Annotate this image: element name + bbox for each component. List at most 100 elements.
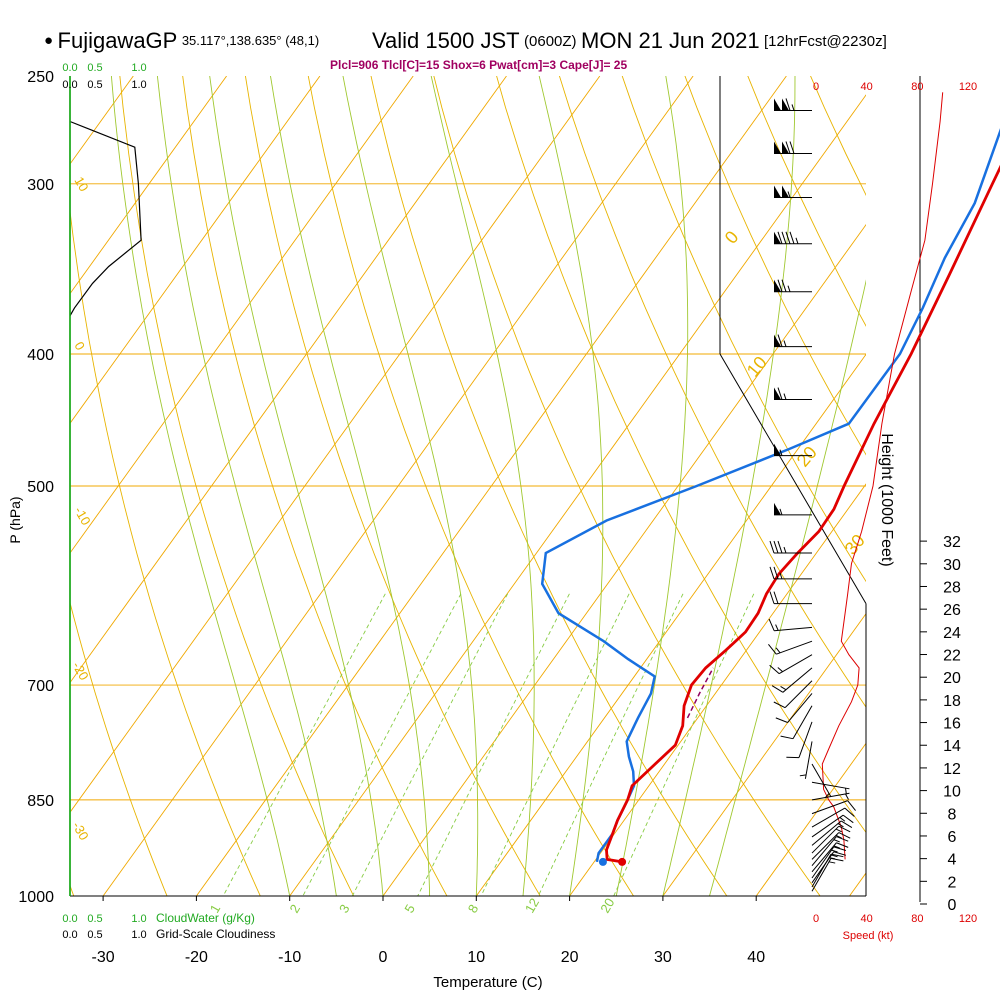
cloudiness-tick-top: 1.0	[131, 79, 146, 91]
dry-adiabat-line	[684, 76, 866, 456]
height-tick-label: 32	[943, 534, 961, 551]
wind-barb-half-flag	[787, 285, 791, 292]
temperature-tick-label: 10	[467, 949, 485, 966]
wind-barb-flag	[847, 800, 856, 811]
surface-temperature-point	[618, 857, 627, 866]
mixing-ratio-lines	[222, 593, 755, 896]
cloudiness-tick-bottom: 0.0	[62, 929, 77, 941]
wind-barb-flag	[842, 814, 854, 824]
pressure-tick-label: 500	[27, 479, 54, 496]
sounding-profiles	[540, 128, 1000, 866]
mixing-ratio-label: 12	[522, 895, 542, 915]
pressure-tick-label: 850	[27, 793, 54, 810]
wind-barb	[774, 185, 812, 198]
height-tick-label: 18	[943, 693, 961, 710]
cloud-water-tick-top: 0.0	[62, 62, 77, 74]
speed-tick-label-top: 0	[813, 81, 819, 93]
wind-barb-staff	[811, 842, 837, 873]
wind-barb-flag	[840, 820, 853, 829]
wind-barb-half-flag	[779, 449, 783, 456]
moist-adiabat-line	[538, 76, 604, 896]
wind-barb-half-flag	[833, 845, 840, 849]
wind-barb-staff	[811, 846, 835, 879]
wind-barb-flag	[773, 701, 786, 709]
isotherm-label: 10	[71, 174, 91, 194]
dry-adiabat-line	[244, 76, 541, 896]
wind-barb-half-flag	[783, 393, 787, 400]
wind-barb-staff	[811, 820, 842, 846]
wind-barb-half-flag	[783, 340, 787, 347]
moist-adiabat-line	[156, 76, 337, 896]
height-tick-label: 12	[943, 761, 961, 778]
mixing-ratio-label: 2	[287, 902, 304, 916]
wind-barb-staff	[798, 721, 813, 758]
height-tick-label: 28	[943, 579, 961, 596]
wind-barb-pennant	[782, 98, 789, 111]
cloudiness-line	[69, 120, 142, 317]
wind-barb-flag	[777, 334, 783, 347]
dry-adiabat-line	[182, 76, 448, 896]
wind-barb	[774, 279, 812, 293]
wind-barb-flag	[785, 98, 791, 111]
wind-barb-flag	[781, 279, 787, 292]
isotherm-label: 0	[71, 339, 88, 353]
wind-barb	[769, 654, 813, 675]
wind-barb-staff	[811, 807, 846, 828]
mixing-ratio-line	[417, 593, 570, 896]
moist-adiabat-line	[709, 279, 866, 896]
wind-barb-staff	[804, 741, 813, 779]
wind-barb-flag	[836, 836, 849, 842]
height-tick-label: 22	[943, 648, 961, 665]
cloudiness-tick-top: 0.0	[62, 79, 77, 91]
parcel-line	[686, 667, 714, 719]
wind-barb-half-flag	[775, 647, 781, 654]
height-tick-label: 10	[943, 784, 961, 801]
height-tick-label: 4	[948, 852, 957, 869]
isotherm-line	[662, 612, 866, 896]
wind-barb	[811, 820, 853, 846]
dry-adiabat-line	[621, 76, 866, 583]
wind-barb-staff	[811, 781, 850, 790]
wind-barb	[811, 832, 851, 860]
height-tick-label: 20	[943, 670, 961, 687]
cloudiness-axis-title: Grid-Scale Cloudiness	[156, 927, 275, 941]
wind-barb-half-flag	[783, 546, 787, 554]
wind-barb-half-flag	[777, 667, 783, 673]
wind-barb-flag	[789, 231, 795, 244]
cloudiness-tick-top: 0.5	[87, 79, 102, 91]
wind-barb-flag	[773, 591, 779, 604]
speed-tick-label-bottom: 0	[813, 913, 819, 925]
speed-tick-label-bottom: 40	[861, 913, 873, 925]
height-tick-label: 2	[948, 874, 957, 891]
wind-barbs	[768, 98, 856, 892]
stability-indices: Plcl=906 Tlcl[C]=15 Shox=6 Pwat[cm]=3 Ca…	[330, 58, 628, 72]
speed-tick-label-bottom: 80	[911, 913, 923, 925]
wind-barb-flag	[777, 540, 783, 554]
isotherm-line	[755, 742, 866, 896]
wind-barb-staff	[787, 693, 813, 723]
wind-barb-half-flag	[779, 508, 783, 516]
wind-barb-staff	[811, 763, 832, 798]
wind-barb-half-flag	[799, 774, 807, 777]
chart-title: ● FujigawaGP 35.117°,138.635° (48,1)	[44, 28, 319, 58]
wind-barb-flag	[780, 735, 794, 740]
height-tick-label: 0	[948, 897, 957, 914]
valid-time: Valid 1500 JST (0600Z) MON 21 Jun 2021 […	[372, 28, 887, 54]
wind-barb-staff	[811, 836, 837, 866]
wind-barb	[775, 693, 813, 723]
wind-barb-flag	[769, 540, 775, 554]
valid-date: MON 21 Jun 2021	[581, 28, 760, 53]
wind-barb	[774, 502, 812, 516]
wind-barb-staff	[776, 640, 813, 655]
wind-barb	[811, 836, 849, 866]
cloud-water-tick-bottom: 1.0	[131, 913, 146, 925]
mixing-ratio-line	[613, 593, 755, 896]
wind-barb-half-flag	[835, 828, 842, 833]
isotherm-label: -30	[69, 819, 91, 843]
wind-speed-profile	[821, 92, 944, 860]
wind-barb-staff	[782, 667, 813, 693]
cloudiness-profile	[69, 76, 142, 896]
isotherm-line	[70, 76, 227, 295]
station-bullet-icon: ●	[44, 32, 54, 49]
